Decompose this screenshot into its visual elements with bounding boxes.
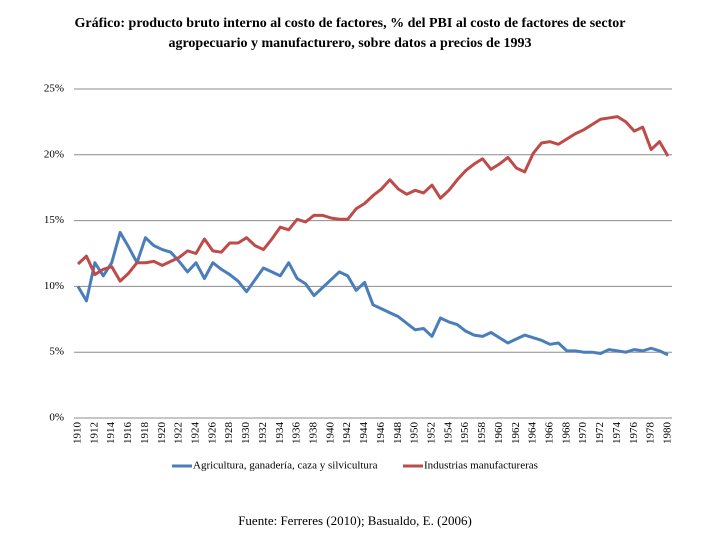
data-line — [76, 230, 669, 357]
x-tick-label: 1956 — [459, 422, 471, 445]
y-tick-label: 10% — [44, 280, 64, 292]
x-tick-label: 1974 — [611, 422, 623, 445]
y-tick-label: 5% — [49, 346, 64, 358]
x-tick-label: 1980 — [662, 422, 674, 445]
x-tick-label: 1968 — [560, 422, 572, 445]
x-tick-label: 1934 — [274, 422, 286, 445]
x-tick-label: 1920 — [156, 422, 168, 445]
x-tick-label: 1916 — [122, 422, 134, 445]
x-tick-label: 1952 — [426, 422, 438, 444]
x-tick-label: 1912 — [88, 422, 100, 444]
x-tick-label: 1914 — [105, 422, 117, 445]
x-tick-label: 1962 — [510, 422, 522, 444]
x-tick-label: 1966 — [544, 422, 556, 445]
y-tick-label: 20% — [44, 148, 64, 160]
x-tick-label: 1970 — [577, 422, 589, 445]
x-tick-label: 1976 — [628, 422, 640, 445]
x-tick-label: 1978 — [645, 422, 657, 445]
x-tick-label: 1948 — [392, 422, 404, 445]
source-note: Fuente: Ferreres (2010); Basualdo, E. (2… — [238, 513, 472, 528]
x-tick-label: 1954 — [442, 422, 454, 445]
chart-title: Gráfico: producto bruto interno al costo… — [74, 16, 626, 51]
x-tick-label: 1964 — [527, 422, 539, 445]
x-tick-label: 1946 — [375, 422, 387, 445]
x-tick-label: 1930 — [240, 422, 252, 445]
x-tick-label: 1950 — [409, 422, 421, 445]
x-tick-label: 1958 — [476, 422, 488, 445]
data-line — [76, 115, 670, 283]
x-tick-label: 1932 — [257, 422, 269, 444]
x-tick-label: 1928 — [223, 422, 235, 445]
y-tick-label: 0% — [49, 412, 64, 424]
legend-label: Agricultura, ganadería, caza y silvicult… — [193, 460, 378, 472]
x-tick-label: 1942 — [341, 422, 353, 444]
x-tick-label: 1922 — [173, 422, 185, 444]
x-tick-label: 1924 — [190, 422, 202, 445]
x-tick-label: 1918 — [139, 422, 151, 445]
x-tick-label: 1936 — [291, 422, 303, 445]
x-tick-label: 1944 — [358, 422, 370, 445]
x-tick-label: 1960 — [493, 422, 505, 445]
x-tick-label: 1940 — [324, 422, 336, 445]
y-tick-label: 25% — [44, 83, 64, 95]
legend-label: Industrias manufactureras — [424, 460, 538, 472]
x-tick-label: 1926 — [206, 422, 218, 445]
y-tick-label: 15% — [44, 214, 64, 226]
x-tick-label: 1972 — [594, 422, 606, 444]
x-tick-label: 1938 — [308, 422, 320, 445]
x-tick-label: 1910 — [72, 422, 84, 445]
